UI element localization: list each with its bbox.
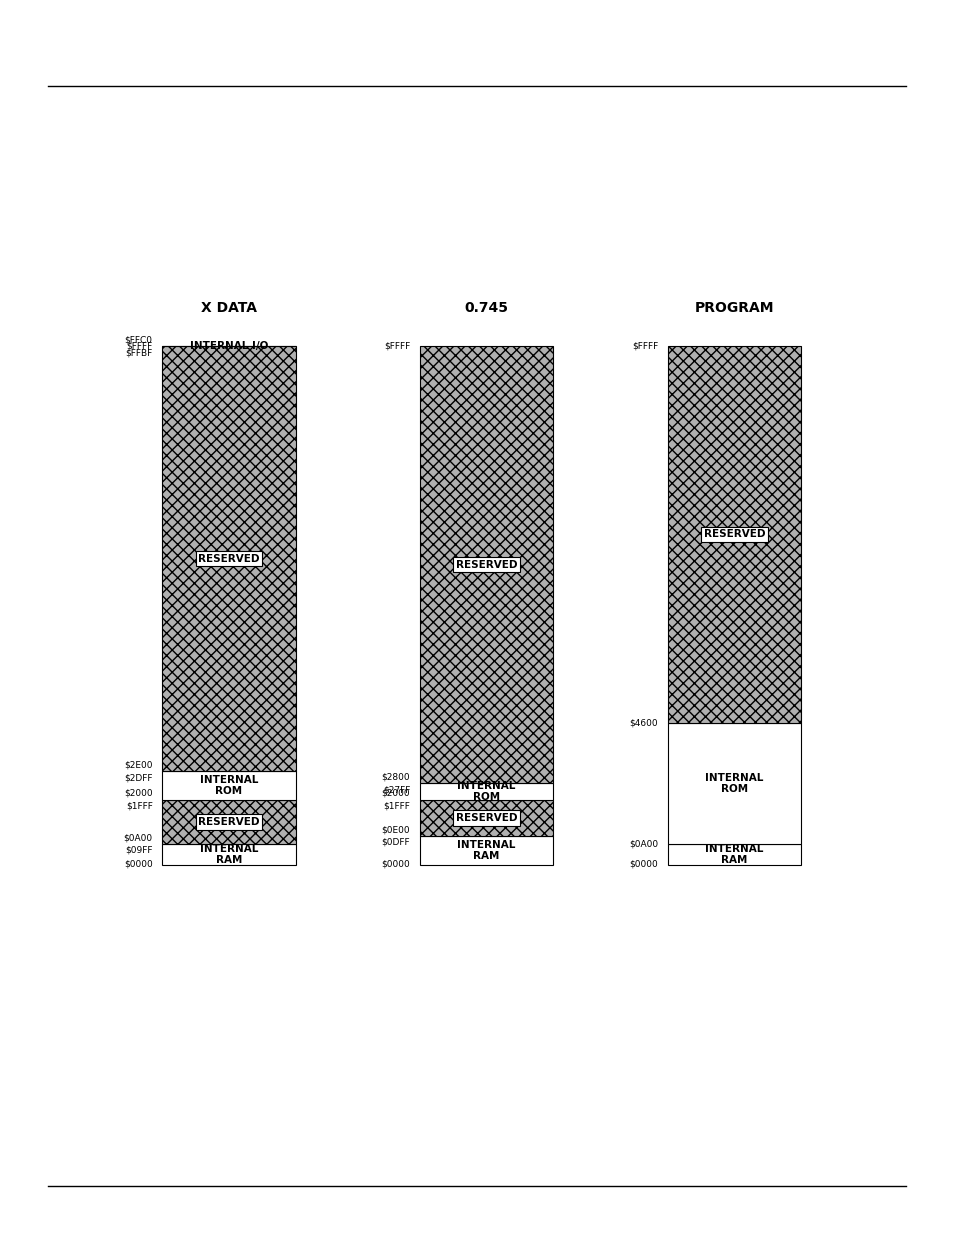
Text: PROGRAM: PROGRAM (694, 301, 774, 315)
Text: RESERVED: RESERVED (198, 553, 259, 564)
Text: $FFFF: $FFFF (126, 341, 152, 351)
Bar (419, 836, 553, 864)
Bar (162, 845, 295, 864)
Text: 0.745: 0.745 (464, 301, 508, 315)
Bar (667, 845, 801, 864)
Text: INTERNAL
RAM: INTERNAL RAM (704, 844, 763, 866)
Text: $FFFF: $FFFF (631, 341, 658, 351)
Text: INTERNAL
ROM: INTERNAL ROM (199, 774, 258, 797)
Text: $0E00: $0E00 (381, 825, 410, 835)
Text: RESERVED: RESERVED (703, 530, 764, 540)
Text: $27FF: $27FF (382, 785, 410, 794)
Text: X DATA: X DATA (201, 301, 256, 315)
Bar (419, 346, 553, 783)
Text: $0A00: $0A00 (628, 840, 658, 848)
Text: $FFC0: $FFC0 (125, 336, 152, 345)
Bar (162, 772, 295, 799)
Text: $0000: $0000 (124, 860, 152, 869)
Text: $09FF: $09FF (125, 846, 152, 855)
Text: RESERVED: RESERVED (456, 813, 517, 823)
Bar (667, 346, 801, 722)
Text: $0DFF: $0DFF (381, 837, 410, 847)
Text: $0A00: $0A00 (123, 834, 152, 842)
Bar (162, 346, 295, 772)
Text: RESERVED: RESERVED (456, 559, 517, 569)
Bar (162, 799, 295, 845)
Bar (419, 783, 553, 799)
Text: $FFBF: $FFBF (125, 348, 152, 357)
Text: $4600: $4600 (629, 719, 658, 727)
Text: $2000: $2000 (124, 789, 152, 798)
Text: INTERNAL
ROM: INTERNAL ROM (456, 781, 516, 803)
Text: INTERNAL
RAM: INTERNAL RAM (199, 844, 258, 866)
Text: INTERNAL
ROM: INTERNAL ROM (704, 773, 763, 794)
Bar (667, 722, 801, 845)
Text: $0000: $0000 (629, 860, 658, 869)
Text: $2800: $2800 (381, 773, 410, 782)
Text: $1FFF: $1FFF (126, 802, 152, 810)
Text: $FFFF: $FFFF (383, 341, 410, 351)
Text: $2DFF: $2DFF (124, 773, 152, 782)
Bar (419, 799, 553, 836)
Text: INTERNAL
RAM: INTERNAL RAM (456, 840, 516, 861)
Text: $2000: $2000 (381, 789, 410, 798)
Text: INTERNAL I/O: INTERNAL I/O (190, 341, 268, 351)
Text: $1FFF: $1FFF (383, 802, 410, 810)
Text: $2E00: $2E00 (124, 761, 152, 769)
Text: $0000: $0000 (381, 860, 410, 869)
Text: RESERVED: RESERVED (198, 816, 259, 827)
